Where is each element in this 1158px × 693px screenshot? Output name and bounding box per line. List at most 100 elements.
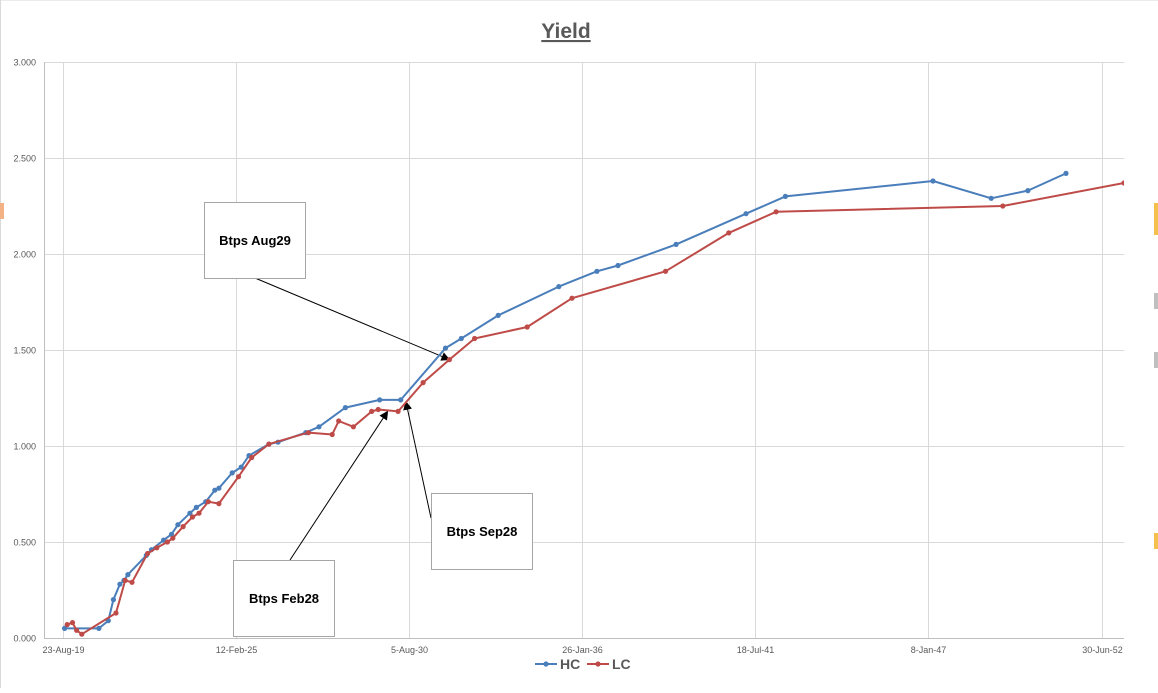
annotation-btps-aug29: Btps Aug29 bbox=[204, 202, 306, 279]
data-point-lc bbox=[122, 577, 128, 584]
y-tick-label: 1.500 bbox=[13, 346, 36, 356]
y-tick-label: 0.000 bbox=[13, 634, 36, 644]
data-point-hc bbox=[96, 625, 102, 632]
data-point-hc bbox=[377, 397, 383, 403]
annotation-arrow bbox=[254, 277, 451, 361]
data-point-hc bbox=[168, 531, 175, 537]
data-point-lc bbox=[74, 627, 80, 633]
data-point-hc bbox=[216, 485, 222, 491]
annotation-label: Btps Aug29 bbox=[219, 233, 291, 248]
annotation-arrow bbox=[289, 410, 389, 561]
data-point-hc bbox=[673, 241, 679, 247]
data-point-lc bbox=[69, 620, 76, 626]
data-point-hc bbox=[594, 268, 600, 274]
data-point-hc bbox=[442, 345, 449, 351]
annotation-arrow bbox=[403, 400, 432, 519]
data-point-hc bbox=[782, 193, 789, 199]
edge-marker bbox=[0, 203, 4, 219]
data-point-lc bbox=[249, 454, 255, 461]
y-tick-label: 0.500 bbox=[13, 538, 36, 548]
data-point-hc bbox=[988, 195, 994, 201]
y-tick-label: 3.000 bbox=[13, 58, 36, 68]
data-point-lc bbox=[375, 406, 381, 413]
edge-marker bbox=[1154, 533, 1158, 549]
data-point-hc bbox=[495, 312, 501, 318]
data-point-lc bbox=[1121, 180, 1124, 186]
data-point-hc bbox=[316, 424, 322, 430]
data-point-lc bbox=[336, 418, 342, 424]
x-tick-label: 23-Aug-19 bbox=[42, 645, 84, 655]
data-point-lc bbox=[180, 524, 186, 530]
axes bbox=[44, 62, 1124, 639]
data-point-lc bbox=[189, 514, 196, 520]
annotation-label: Btps Sep28 bbox=[446, 524, 518, 539]
data-point-lc bbox=[395, 408, 401, 414]
series-lines bbox=[62, 170, 1124, 637]
data-point-hc bbox=[187, 510, 193, 516]
data-point-lc bbox=[726, 230, 732, 236]
data-point-lc bbox=[420, 380, 426, 386]
data-point-lc bbox=[524, 324, 530, 330]
data-point-lc bbox=[196, 510, 202, 516]
x-tick-label: 26-Jan-36 bbox=[562, 645, 603, 655]
data-point-hc bbox=[398, 397, 404, 403]
data-point-hc bbox=[1063, 170, 1069, 176]
x-tick-label: 12-Feb-25 bbox=[216, 645, 258, 655]
data-point-lc bbox=[216, 501, 222, 507]
data-point-lc bbox=[113, 610, 119, 616]
data-point-lc bbox=[662, 268, 669, 274]
data-point-lc bbox=[446, 357, 452, 363]
data-point-lc bbox=[129, 579, 135, 585]
gridlines bbox=[44, 62, 1124, 638]
data-point-lc bbox=[305, 430, 311, 436]
data-point-hc bbox=[458, 335, 464, 342]
data-point-lc bbox=[472, 335, 478, 342]
legend-marker-hc bbox=[543, 661, 549, 667]
y-tick-label: 1.000 bbox=[13, 442, 36, 452]
data-point-lc bbox=[64, 622, 70, 628]
data-point-lc bbox=[205, 499, 211, 505]
data-point-hc bbox=[110, 597, 116, 603]
data-point-hc bbox=[238, 464, 244, 470]
data-point-hc bbox=[229, 470, 235, 476]
data-point-lc bbox=[1000, 203, 1006, 209]
data-point-hc bbox=[1025, 188, 1031, 194]
edge-marker bbox=[1154, 293, 1158, 309]
data-point-lc bbox=[170, 535, 176, 541]
data-point-lc bbox=[266, 441, 272, 447]
data-point-hc bbox=[212, 487, 218, 493]
chart-title: Yield bbox=[541, 20, 590, 43]
x-tick-label: 8-Jan-47 bbox=[911, 645, 947, 655]
data-point-hc bbox=[193, 504, 199, 510]
x-tick-label: 30-Jun-52 bbox=[1082, 645, 1123, 655]
x-tick-label: 18-Jul-41 bbox=[737, 645, 775, 655]
data-point-lc bbox=[164, 539, 170, 545]
data-point-hc bbox=[125, 572, 131, 578]
legend-label-lc: LC bbox=[612, 656, 631, 672]
data-point-lc bbox=[329, 431, 335, 438]
x-tick-label: 5-Aug-30 bbox=[391, 645, 428, 655]
data-point-hc bbox=[930, 178, 936, 184]
tick-labels: 0.000 0.500 1.000 1.500 2.000 2.500 3.000 23-Au… bbox=[13, 58, 1122, 656]
edge-marker bbox=[1154, 352, 1158, 368]
annotation-btps-sep28: Btps Sep28 bbox=[431, 493, 533, 570]
y-tick-label: 2.500 bbox=[13, 154, 36, 164]
annotation-label: Btps Feb28 bbox=[248, 591, 320, 606]
data-point-hc bbox=[342, 405, 348, 411]
annotation-btps-feb28: Btps Feb28 bbox=[233, 560, 335, 637]
data-point-lc bbox=[773, 209, 779, 215]
data-point-lc bbox=[79, 631, 85, 637]
data-point-hc bbox=[556, 284, 562, 290]
data-point-hc bbox=[615, 262, 621, 269]
data-point-lc bbox=[154, 545, 160, 551]
y-tick-label: 2.000 bbox=[13, 250, 36, 260]
data-point-hc bbox=[175, 522, 181, 528]
annotation-arrows bbox=[254, 277, 451, 561]
data-point-lc bbox=[145, 550, 151, 557]
data-point-hc bbox=[62, 625, 68, 632]
data-point-lc bbox=[350, 424, 356, 430]
data-point-lc bbox=[235, 474, 242, 480]
data-point-lc bbox=[569, 295, 575, 301]
